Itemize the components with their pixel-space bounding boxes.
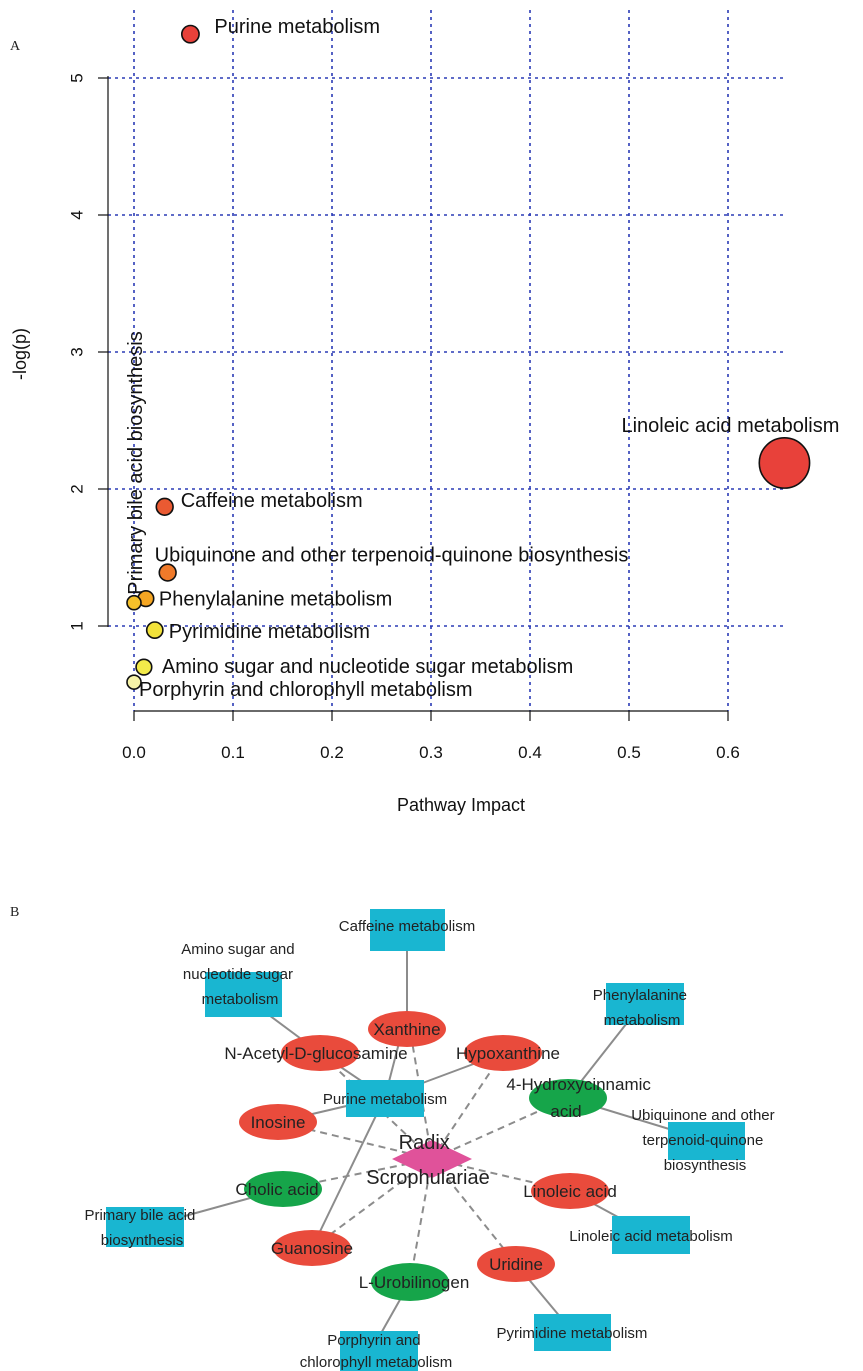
urobilinogen-node	[371, 1263, 449, 1301]
porphyrin-label: Porphyrin and chlorophyll metabolism	[300, 1332, 453, 1371]
guanosine-label: Guanosine	[271, 1239, 353, 1258]
inosine-node	[239, 1104, 317, 1140]
point-label: Primary bile acid biosynthesis	[125, 331, 147, 594]
edge-guanosine-purine	[311, 1096, 386, 1249]
y-tick-label: 5	[67, 73, 86, 82]
pathway-impact-scatter: 0.0 0.1 0.2 0.3 0.4 0.5 0.6 1 2 3 4 5 Pathway Impac…	[10, 10, 839, 815]
nacetyl-node	[281, 1035, 359, 1071]
x-tick-label: 0.1	[221, 743, 245, 762]
point-labels: Purine metabolism Linoleic acid metabolis…	[125, 16, 839, 701]
caffeine-node	[370, 909, 445, 951]
uridine-label: Uridine	[489, 1255, 543, 1274]
x-tick-label: 0.6	[716, 743, 740, 762]
metabolite-pathway-network: Caffeine metabolism Amino sugar and nucl…	[84, 909, 779, 1371]
data-point	[158, 563, 177, 582]
y-tick-label: 3	[67, 347, 86, 356]
data-points	[126, 24, 811, 690]
linoleic-pathway-node	[612, 1216, 690, 1254]
axis-ticks: 0.0 0.1 0.2 0.3 0.4 0.5 0.6 1 2 3 4 5	[67, 73, 739, 762]
bile-label: Primary bile acid biosynthesis	[84, 1207, 199, 1249]
point-label: Caffeine metabolism	[181, 490, 363, 512]
pyrimidine-node	[534, 1314, 611, 1351]
data-point	[126, 594, 142, 611]
cholic-node	[244, 1171, 322, 1207]
grid-lines	[108, 10, 785, 711]
point-label: Pyrimidine metabolism	[169, 621, 370, 643]
urobilinogen-label: L-Urobilinogen	[359, 1273, 470, 1292]
ubiquinone-node	[668, 1122, 745, 1160]
bile-node	[106, 1207, 184, 1247]
y-tick-label: 4	[67, 210, 86, 219]
purine-node	[346, 1080, 424, 1117]
linoleic-label: Linoleic acid	[523, 1182, 617, 1201]
y-axis-label: -log(p)	[10, 328, 30, 380]
x-axis-label: Pathway Impact	[397, 795, 525, 815]
x-tick-label: 0.3	[419, 743, 443, 762]
ubiquinone-label: Ubiquinone and other terpenoid-quinone b…	[631, 1107, 779, 1174]
xanthine-label: Xanthine	[373, 1020, 440, 1039]
point-label: Ubiquinone and other terpenoid-quinone b…	[155, 545, 629, 567]
panel-label-a: A	[10, 39, 21, 54]
edge-hub-uridine	[431, 1158, 517, 1265]
point-label: Linoleic acid metabolism	[621, 415, 839, 437]
phenylalanine-node	[606, 983, 684, 1025]
amino-sugar-label: Amino sugar and nucleotide sugar metabol…	[181, 941, 299, 1008]
radix-scrophulariae-node	[392, 1140, 472, 1178]
y-tick-label: 1	[67, 621, 86, 630]
x-tick-label: 0.4	[518, 743, 542, 762]
data-point	[758, 437, 811, 489]
hypoxanthine-node	[464, 1035, 542, 1071]
hydroxycinnamic-label: 4-Hydroxycinnamic acid	[506, 1075, 655, 1121]
pathway-nodes	[106, 909, 745, 1371]
nacetyl-label: N-Acetyl-D-glucosamine	[224, 1044, 407, 1063]
x-tick-label: 0.5	[617, 743, 641, 762]
linoleic-node	[531, 1173, 609, 1209]
cholic-label: Cholic acid	[235, 1180, 318, 1199]
radix-scrophulariae-label: Radix Scrophulariae	[366, 1132, 489, 1189]
data-point	[145, 621, 164, 640]
panel-label-b: B	[10, 905, 19, 920]
xanthine-node	[368, 1011, 446, 1047]
uridine-node	[477, 1246, 555, 1282]
data-point	[155, 497, 174, 516]
purine-label: Purine metabolism	[323, 1091, 447, 1108]
guanosine-node	[273, 1230, 351, 1266]
data-point	[180, 24, 200, 44]
caffeine-label: Caffeine metabolism	[339, 918, 475, 935]
porphyrin-node	[340, 1331, 418, 1371]
edge-hub-urobilinogen	[409, 1158, 433, 1283]
inosine-label: Inosine	[251, 1113, 306, 1132]
edge-hub-hypoxanthine	[431, 1052, 504, 1160]
amino-sugar-node	[205, 972, 282, 1017]
x-tick-label: 0.0	[122, 743, 146, 762]
metabolite-nodes	[239, 1011, 609, 1301]
x-tick-label: 0.2	[320, 743, 344, 762]
point-label: Purine metabolism	[214, 16, 380, 38]
point-label: Porphyrin and chlorophyll metabolism	[139, 679, 473, 701]
hypoxanthine-label: Hypoxanthine	[456, 1044, 560, 1063]
phenylalanine-label: Phenylalanine metabolism	[593, 987, 691, 1029]
data-point	[135, 658, 153, 676]
point-label: Phenylalanine metabolism	[159, 589, 392, 611]
y-tick-label: 2	[67, 484, 86, 493]
point-label: Amino sugar and nucleotide sugar metabol…	[162, 656, 573, 678]
pyrimidine-label: Pyrimidine metabolism	[497, 1325, 648, 1342]
data-point	[126, 674, 142, 690]
linoleic-pathway-label: Linoleic acid metabolism	[569, 1228, 732, 1245]
hydroxycinnamic-node	[529, 1079, 607, 1117]
